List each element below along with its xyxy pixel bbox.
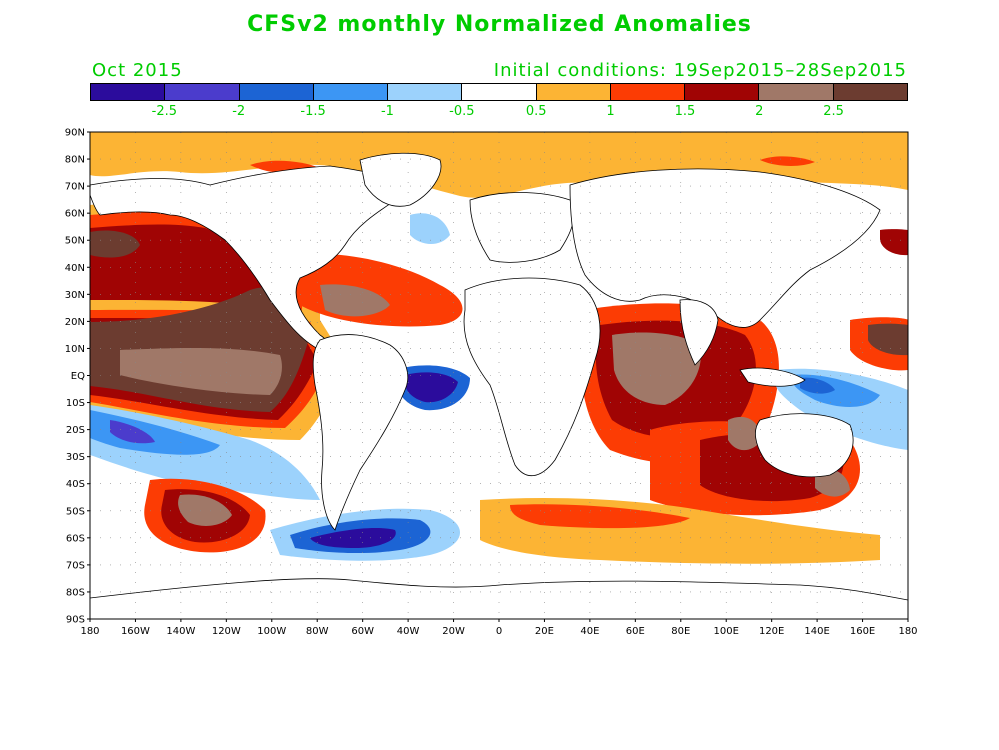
indian-ocean-brown [612,332,701,405]
greenland [359,152,442,207]
colorbar-label: -2.5 [151,104,178,119]
latitude-label: 60N [65,209,85,220]
longitude-label: 100W [257,626,286,637]
longitude-label: 60E [626,626,645,637]
colorbar [90,83,908,101]
australia [755,413,854,478]
south-pacific-cold-mid [90,410,220,455]
latitude-label: 50N [65,236,85,247]
colorbar-swatch [759,84,834,100]
latitude-label: 80S [66,587,85,598]
colorbar-label: 1 [606,104,615,119]
latitude-label: 90S [66,615,85,626]
longitude-label: 20E [535,626,554,637]
north-america [90,165,411,352]
latitude-label: 40S [66,479,85,490]
india [679,299,719,366]
n-atlantic-darkred [320,284,390,317]
longitude-label: 180 [80,626,99,637]
colorbar-labels: -2.5 -2 -1.5 -1 -0.5 0.5 1 1.5 2 2.5 [90,104,908,122]
colorbar-label: 2.5 [823,104,844,119]
n-atlantic-cold [410,213,450,245]
africa [463,277,601,477]
longitude-label: 100E [714,626,739,637]
sw-pacific-brown [178,494,232,526]
longitude-label: 140W [166,626,195,637]
colorbar-label: -1 [380,104,394,119]
longitude-label: 80E [671,626,690,637]
latitude-label: 40N [65,263,85,274]
longitude-label: 160W [121,626,150,637]
longitude-label: 80W [306,626,329,637]
colorbar-swatch [165,84,240,100]
enso-band-lightbrown [120,347,282,395]
nw-pacific-darkred [90,230,140,258]
south-america [312,334,409,531]
longitude-labels: 180 160W 140W 120W 100W 80W 60W 40W 20W 0 20E 40E 60… [80,619,918,637]
dateline-brown [868,323,908,356]
longitude-label: 60W [351,626,374,637]
longitude-label: 140E [804,626,829,637]
longitude-label: 180 [898,626,917,637]
latitude-label: 80N [65,155,85,166]
longitude-label: 20W [442,626,465,637]
colorbar-label: 0.5 [525,104,547,119]
colorbar-label: -2 [232,104,246,119]
colorbar-swatch [462,84,537,100]
latitude-label: EQ [71,371,85,382]
southern-red-band [510,504,690,529]
colorbar-swatch [91,84,166,100]
latitude-labels: 90N 80N 70N 60N 50N 40N 30N 20N 10N EQ 10S 20S 30S 40… [65,128,90,626]
colorbar-swatch [685,84,760,100]
latitude-label: 20S [66,425,85,436]
arctic-warm-band [90,132,908,198]
colorbar-label: 1.5 [674,104,696,119]
longitude-label: 40E [580,626,599,637]
south-pacific-cold-strong [110,420,155,444]
europe [469,192,575,263]
colorbar-swatch [610,84,686,100]
colorbar-label: 2 [755,104,764,119]
initial-conditions: Initial conditions: 19Sep2015–28Sep2015 [493,60,907,81]
latitude-label: 10S [66,398,85,409]
colorbar-swatch [313,84,389,100]
colorbar-swatch [239,84,314,100]
longitude-label: 120W [212,626,241,637]
s-australia-brown [728,416,762,451]
longitude-label: 120E [759,626,784,637]
ne-pacific-warm-east [880,229,908,256]
colorbar-label: -1.5 [300,104,326,119]
southern-ocean-cold-strong [310,527,396,548]
latitude-label: 90N [65,128,85,139]
longitude-label: 160E [850,626,875,637]
latitude-label: 10N [65,344,85,355]
arctic-strong-2 [760,156,815,166]
map-title: CFSv2 monthly Normalized Anomalies [247,12,752,37]
longitude-label: 40W [397,626,420,637]
latitude-label: 60S [66,533,85,544]
colorbar-label: -0.5 [449,104,475,119]
longitude-label: 0 [496,626,502,637]
atlantic-cold-strong [404,372,458,403]
colorbar-swatch [536,84,611,100]
latitude-label: 30N [65,290,85,301]
latitude-label: 70S [66,560,85,571]
antarctica [90,578,908,619]
indonesia [739,367,806,387]
continents [90,152,908,619]
colorbar-swatch [833,84,907,100]
latitude-label: 70N [65,182,85,193]
forecast-month: Oct 2015 [92,60,183,81]
latitude-label: 20N [65,317,85,328]
asia [569,168,881,328]
latitude-label: 50S [66,506,85,517]
latitude-label: 30S [66,452,85,463]
colorbar-swatch [388,84,463,100]
w-pacific-cold-strong [800,377,835,394]
